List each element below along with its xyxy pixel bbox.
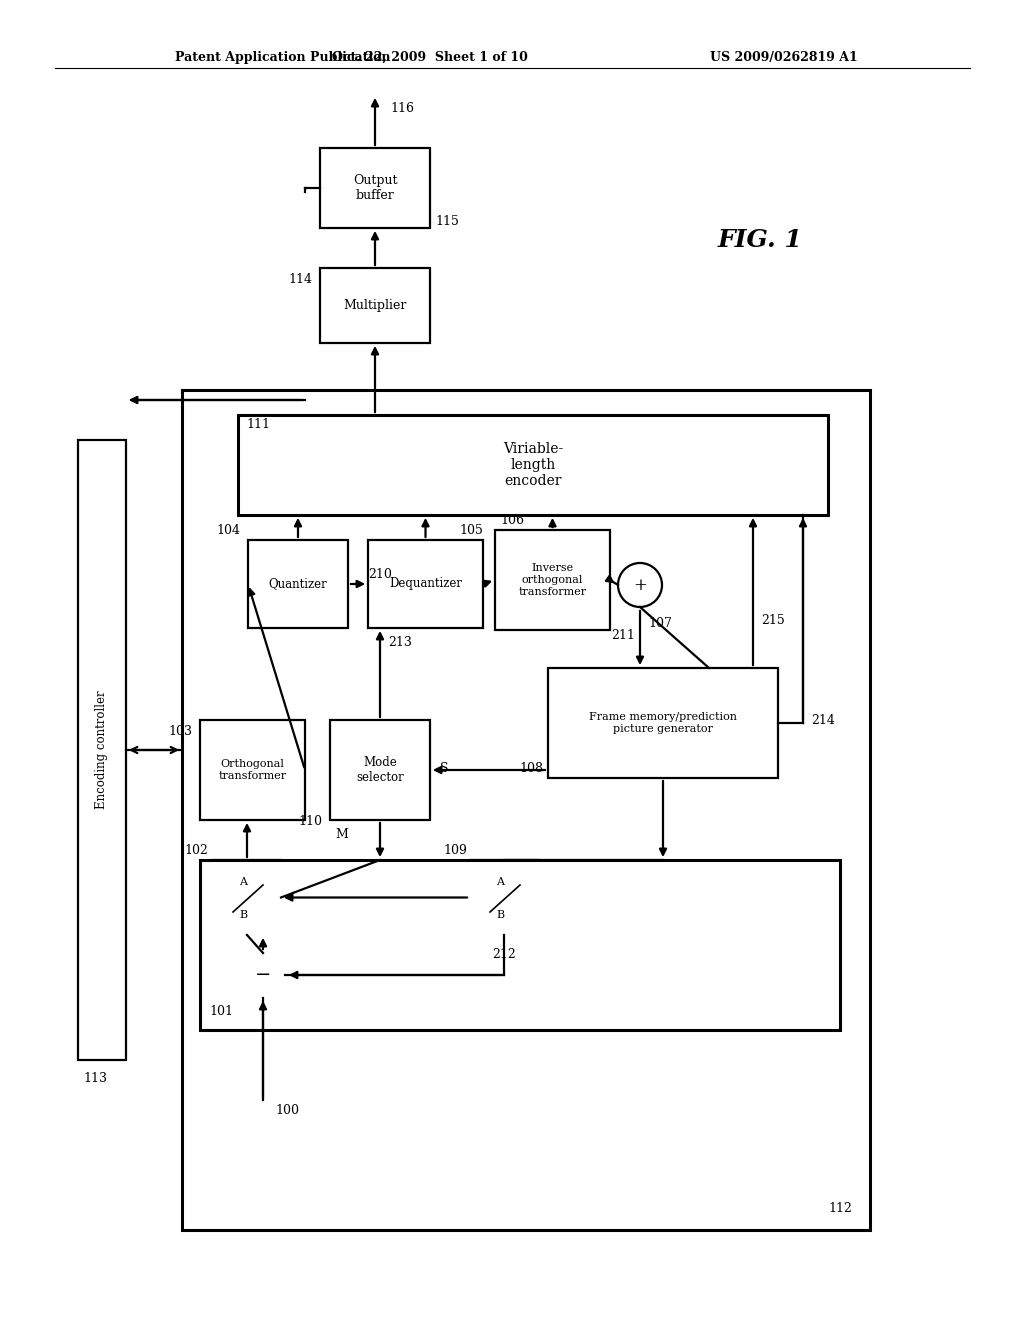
Text: 104: 104	[216, 524, 240, 537]
Text: 114: 114	[288, 273, 312, 286]
Text: Encoding controller: Encoding controller	[95, 690, 109, 809]
Bar	[548, 668, 778, 777]
Bar	[319, 268, 430, 343]
Text: Orthogonal
transformer: Orthogonal transformer	[218, 759, 287, 781]
Text: 214: 214	[811, 714, 835, 726]
Text: B: B	[496, 909, 504, 920]
Bar	[330, 719, 430, 820]
Bar	[470, 861, 538, 935]
Text: A: A	[239, 876, 247, 887]
Text: Output
buffer: Output buffer	[352, 174, 397, 202]
Text: 111: 111	[246, 418, 270, 432]
Text: S: S	[440, 762, 449, 775]
Text: 107: 107	[648, 616, 672, 630]
Bar	[78, 440, 126, 1060]
Text: 103: 103	[168, 725, 193, 738]
Text: 212: 212	[493, 949, 516, 961]
Bar	[238, 414, 828, 515]
Text: 101: 101	[209, 1005, 233, 1018]
Bar	[213, 861, 281, 935]
Bar	[368, 540, 483, 628]
Text: FIG. 1: FIG. 1	[718, 228, 803, 252]
Text: M: M	[335, 829, 348, 842]
Text: Mode
selector: Mode selector	[356, 756, 403, 784]
Text: Quantizer: Quantizer	[268, 578, 328, 590]
Text: US 2009/0262819 A1: US 2009/0262819 A1	[710, 50, 858, 63]
Text: Oct. 22, 2009  Sheet 1 of 10: Oct. 22, 2009 Sheet 1 of 10	[332, 50, 528, 63]
Text: 210: 210	[368, 568, 392, 581]
Text: B: B	[239, 909, 247, 920]
Text: 108: 108	[519, 762, 543, 775]
Text: 211: 211	[611, 630, 635, 642]
Text: Multiplier: Multiplier	[343, 300, 407, 312]
Text: A: A	[496, 876, 504, 887]
Text: Patent Application Publication: Patent Application Publication	[175, 50, 390, 63]
Text: 105: 105	[459, 524, 483, 537]
Text: 116: 116	[390, 102, 414, 115]
Text: 110: 110	[298, 814, 322, 828]
Text: Frame memory/prediction
picture generator: Frame memory/prediction picture generato…	[589, 713, 737, 734]
Text: 115: 115	[435, 215, 459, 228]
Text: 102: 102	[184, 843, 208, 857]
Text: 112: 112	[828, 1203, 852, 1214]
Text: 113: 113	[83, 1072, 106, 1085]
Text: 109: 109	[443, 843, 467, 857]
Text: Dequantizer: Dequantizer	[389, 578, 462, 590]
Text: Viriable-
length
encoder: Viriable- length encoder	[503, 442, 563, 488]
Bar	[319, 148, 430, 228]
Text: 100: 100	[275, 1104, 299, 1117]
Text: Inverse
orthogonal
transformer: Inverse orthogonal transformer	[518, 564, 587, 597]
Text: −: −	[255, 966, 271, 983]
Text: 215: 215	[761, 614, 784, 627]
Text: 106: 106	[500, 513, 524, 527]
Bar	[248, 540, 348, 628]
Bar	[200, 861, 840, 1030]
Text: 213: 213	[388, 636, 412, 649]
Bar	[200, 719, 305, 820]
Bar	[182, 389, 870, 1230]
Text: +: +	[633, 577, 647, 594]
Bar	[495, 531, 610, 630]
